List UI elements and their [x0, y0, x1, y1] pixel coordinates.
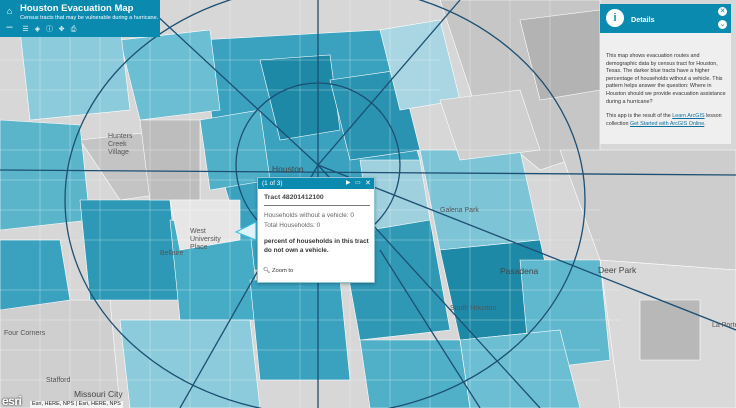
details-paragraph: This app is the result of the Learn ArcG… [606, 113, 726, 128]
place-label-west-university: West University Place [190, 228, 221, 251]
details-paragraph: This map shows evacuation routes and dem… [606, 53, 726, 105]
details-text: lesson collection [606, 113, 722, 127]
place-label-missouri-city: Missouri City [74, 389, 123, 399]
popup-counter: (1 of 3) [262, 180, 283, 187]
close-icon[interactable]: ✕ [718, 7, 727, 16]
details-panel: i Details ✕ ⌄ This map shows evacuation … [600, 4, 731, 144]
place-label-houston: Houston [272, 164, 304, 174]
details-title: Details [631, 15, 655, 24]
place-label-pasadena: Pasadena [500, 266, 539, 276]
learn-arcgis-link[interactable]: Learn ArcGIS [672, 113, 705, 120]
app-title: Houston Evacuation Map [20, 3, 134, 14]
place-label-galena-park: Galena Park [440, 207, 479, 214]
get-started-link[interactable]: Get Started with ArcGIS Online [629, 120, 705, 127]
zoom-to-link[interactable]: 🔍︎ Zoom to [263, 268, 293, 274]
popup-header: (1 of 3) ▶ ▭ ✕ [258, 178, 374, 189]
place-label-hunters-creek: Hunters Creek Village [108, 133, 133, 156]
home-icon: ⌂ [6, 6, 13, 16]
place-label-bellaire: Bellaire [160, 250, 184, 257]
place-label-south-houston: South Houston [450, 305, 497, 312]
chevron-down-icon[interactable]: ⌄ [718, 20, 727, 29]
info-icon[interactable]: ⓘ [46, 26, 53, 33]
header-toolbar: ☰ ◈ ⓘ ✥ ⎙ [21, 25, 78, 34]
details-body: This map shows evacuation routes and dem… [606, 53, 726, 135]
close-icon[interactable]: ✕ [365, 180, 371, 187]
maximize-icon[interactable]: ▭ [355, 180, 361, 186]
place-label-four-corners: Four Corners [4, 330, 46, 337]
feature-popup: (1 of 3) ▶ ▭ ✕ Tract 48201412100 Househo… [257, 177, 375, 283]
layers-icon[interactable]: ◈ [34, 26, 41, 33]
details-text: . [704, 120, 706, 127]
app-subtitle: Census tracts that may be vulnerable dur… [20, 15, 159, 21]
search-icon: 🔍︎ [263, 268, 271, 274]
next-feature-icon[interactable]: ▶ [346, 180, 351, 186]
popup-total-households: Total Households: 0 [264, 222, 321, 229]
popup-percent-text: percent of households in this tract do n… [264, 238, 369, 254]
details-text: This app is the result of the [606, 113, 673, 120]
place-label-stafford: Stafford [46, 377, 71, 384]
place-label-la-porte: La Porte [712, 322, 736, 329]
locate-icon[interactable]: ✥ [58, 26, 65, 33]
legend-icon[interactable]: ☰ [22, 26, 29, 33]
home-button[interactable]: ⌂ [3, 5, 16, 17]
zoom-to-label: Zoom to [271, 268, 294, 274]
popup-content: Tract 48201412100 Households without a v… [264, 194, 370, 255]
map-attribution: Esri, HERE, NPS | Esri, HERE, NPS [30, 401, 123, 408]
info-icon: i [606, 9, 624, 27]
details-header: i Details ✕ ⌄ [600, 4, 731, 33]
esri-logo: esri [2, 394, 22, 408]
print-icon[interactable]: ⎙ [70, 26, 77, 33]
app-header: ⌂ – Houston Evacuation Map Census tracts… [0, 0, 160, 37]
divider [264, 205, 370, 206]
popup-tract-title: Tract 48201412100 [264, 194, 324, 201]
zoom-out-button[interactable]: – [6, 21, 13, 33]
popup-no-vehicle: Households without a vehicle: 0 [264, 212, 354, 219]
place-label-deer-park: Deer Park [598, 265, 637, 275]
